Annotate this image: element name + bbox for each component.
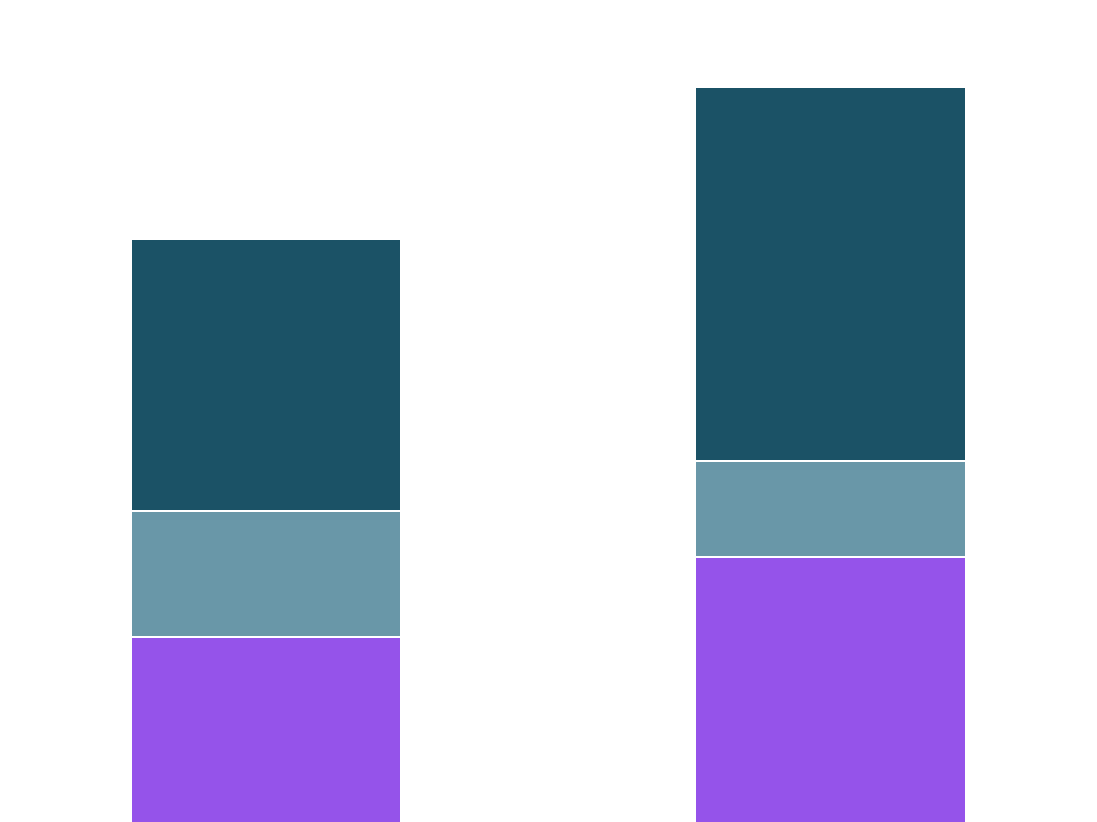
- bar-segment-middle-segment: [694, 460, 967, 558]
- stacked-bar-bar-1: [130, 238, 402, 822]
- bar-segment-top-segment: [130, 238, 402, 512]
- bar-segment-top-segment: [694, 86, 967, 462]
- bar-segment-bottom-segment: [694, 556, 967, 822]
- stacked-bar-bar-2: [694, 86, 967, 822]
- bar-segment-middle-segment: [130, 510, 402, 638]
- bar-segment-bottom-segment: [130, 636, 402, 822]
